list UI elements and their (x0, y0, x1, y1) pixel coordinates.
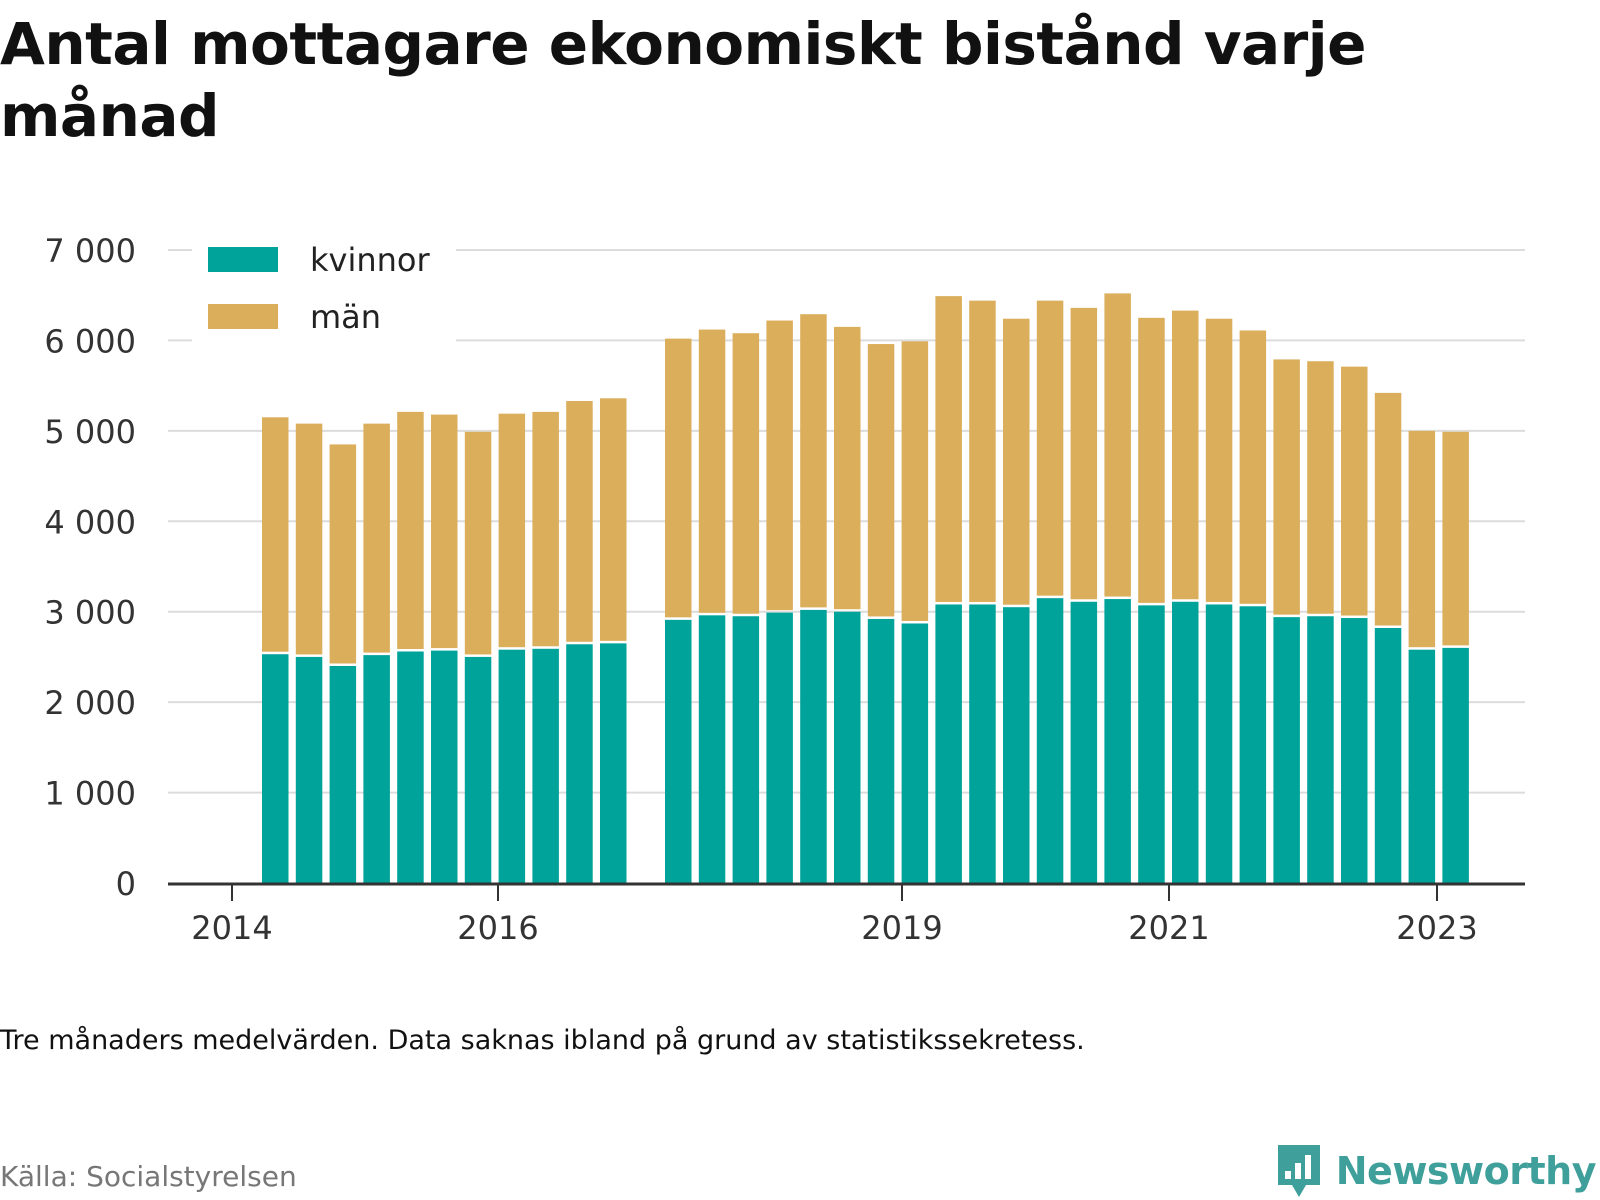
bar-kvinnor (901, 623, 929, 883)
bar-kvinnor (363, 655, 390, 883)
y-tick-label: 5 000 (44, 413, 136, 451)
y-tick-label: 7 000 (44, 232, 136, 270)
bar-man (431, 414, 458, 649)
legend-label: män (310, 298, 381, 336)
x-tick-label: 2016 (457, 909, 538, 947)
legend-label: kvinnor (310, 241, 431, 279)
y-tick-label: 1 000 (44, 775, 136, 813)
bar-kvinnor (329, 665, 357, 883)
bar-man (1003, 318, 1030, 605)
bar-chart-speech-bubble-icon (1277, 1145, 1320, 1197)
bar-man (901, 341, 929, 621)
stacked-bar-chart: 0 1 000 2 000 3 000 4 000 5 000 6 000 7 000 2014… (44, 228, 1525, 947)
bar-kvinnor (1205, 604, 1233, 883)
y-tick-label: 2 000 (44, 684, 136, 722)
legend: kvinnor män (192, 228, 456, 342)
source-credit: Källa: Socialstyrelsen (0, 1160, 297, 1193)
bar-kvinnor (698, 615, 726, 883)
bar-man (665, 338, 692, 618)
bar-kvinnor (766, 612, 793, 883)
bar-man (397, 411, 424, 650)
bar-kvinnor (1374, 627, 1402, 883)
bar-kvinnor (1273, 617, 1300, 883)
bar-kvinnor (464, 656, 492, 883)
axes: 0 1 000 2 000 3 000 4 000 5 000 6 000 7 000 2014… (44, 232, 1525, 947)
x-tick-label: 2023 (1396, 909, 1477, 947)
bar-man (1442, 431, 1469, 646)
bar-man (766, 320, 793, 611)
x-tick-label: 2014 (191, 909, 272, 947)
legend-swatch-man (208, 304, 278, 329)
bar-man (834, 326, 861, 610)
bar-kvinnor (397, 651, 424, 883)
bar-kvinnor (1036, 598, 1064, 883)
bar-man (566, 401, 593, 642)
bar-kvinnor (295, 656, 323, 883)
bar-kvinnor (867, 618, 895, 883)
bar-man (969, 300, 996, 602)
bar-kvinnor (800, 609, 827, 883)
bar-kvinnor (532, 648, 559, 883)
bar-man (1172, 310, 1199, 600)
bar-kvinnor (1138, 605, 1165, 883)
bar-man (935, 296, 962, 602)
bar-kvinnor (1070, 601, 1098, 883)
y-tick-label: 4 000 (44, 503, 136, 541)
bar-man (1138, 317, 1165, 603)
bar-kvinnor (1408, 649, 1436, 883)
bar-kvinnor (498, 649, 526, 883)
bar-kvinnor (600, 643, 627, 883)
bar-man (867, 344, 895, 617)
bar-man (1307, 361, 1334, 614)
bar-man (329, 444, 357, 664)
bar-man (464, 431, 492, 655)
bar-man (1239, 330, 1267, 604)
bar-man (1070, 307, 1098, 600)
bar-kvinnor (1104, 599, 1131, 883)
bar-kvinnor (1341, 618, 1368, 883)
bar-kvinnor (834, 611, 861, 883)
legend-swatch-kvinnor (208, 247, 278, 272)
bar-man (600, 398, 627, 641)
chart-title: Antal mottagare ekonomiskt bistånd varje… (0, 10, 1367, 150)
y-tick-label: 0 (116, 865, 136, 903)
brand-logo: Newsworthy (1274, 1143, 1597, 1199)
y-tick-label: 6 000 (44, 322, 136, 360)
bar-man (1408, 430, 1436, 648)
y-tick-label: 3 000 (44, 594, 136, 632)
x-tick-label: 2019 (861, 909, 942, 947)
bar-kvinnor (1239, 606, 1267, 883)
bars (262, 293, 1469, 883)
bar-kvinnor (1172, 601, 1199, 883)
bar-kvinnor (1003, 607, 1030, 883)
bar-kvinnor (262, 654, 289, 883)
bar-man (1341, 366, 1368, 616)
bar-man (800, 314, 827, 608)
x-tick-label: 2021 (1128, 909, 1209, 947)
bar-man (1104, 293, 1131, 597)
bar-kvinnor (1442, 647, 1469, 883)
brand-name: Newsworthy (1335, 1149, 1597, 1193)
bar-man (1374, 392, 1402, 626)
bar-man (698, 329, 726, 613)
bar-man (1273, 359, 1300, 615)
bar-kvinnor (732, 616, 760, 883)
bar-kvinnor (566, 644, 593, 883)
bar-man (498, 413, 526, 648)
bar-man (1036, 300, 1064, 596)
bar-man (363, 423, 390, 653)
bar-kvinnor (969, 604, 996, 883)
bar-kvinnor (665, 619, 692, 883)
bar-man (1205, 318, 1233, 602)
bar-man (295, 423, 323, 655)
bar-man (732, 333, 760, 614)
chart-note: Tre månaders medelvärden. Data saknas ib… (0, 1025, 1085, 1056)
bar-kvinnor (1307, 616, 1334, 883)
bar-man (532, 411, 559, 647)
bar-kvinnor (935, 604, 962, 883)
bar-kvinnor (431, 650, 458, 883)
bar-man (262, 417, 289, 652)
